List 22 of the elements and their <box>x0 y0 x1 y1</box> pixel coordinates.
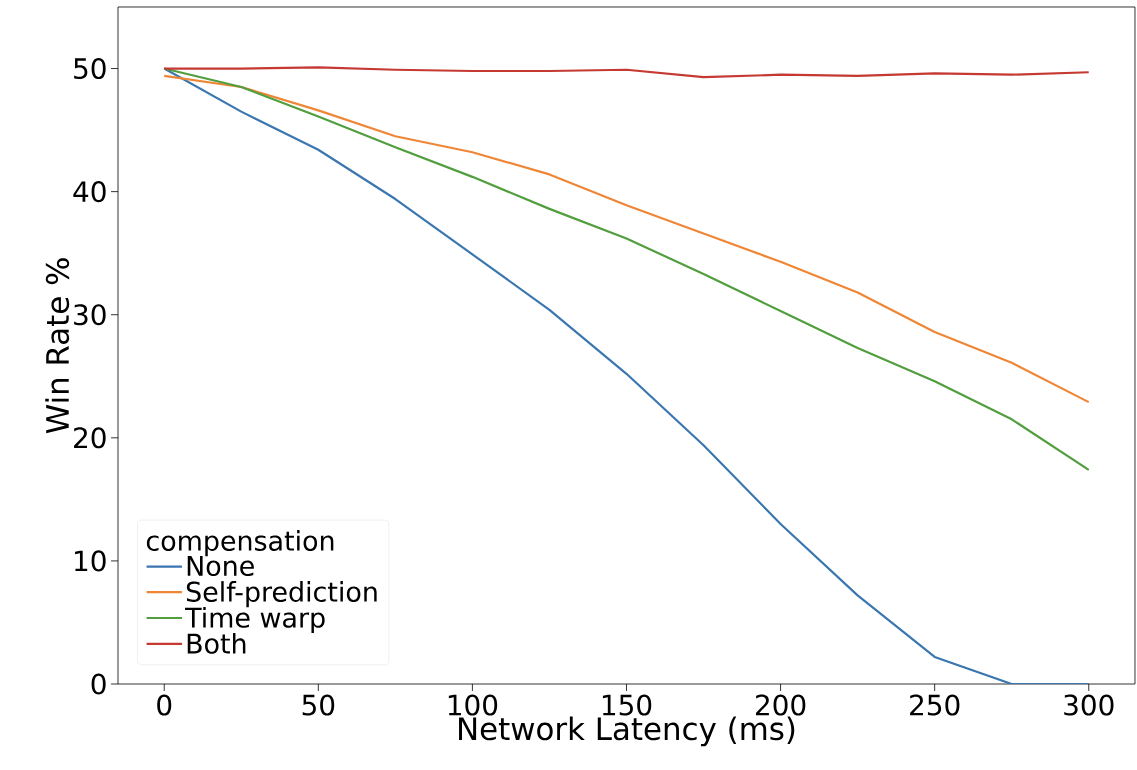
legend-label: Time warp <box>185 607 325 634</box>
line-series <box>163 66 1090 79</box>
x-tick-label: 300 <box>1064 694 1114 716</box>
legend-title: compensation <box>146 530 334 557</box>
y-axis-title: Win Rate % <box>45 258 70 434</box>
x-tick-label: 250 <box>910 694 960 716</box>
x-tick-label: 0 <box>157 694 172 716</box>
line-series <box>163 74 1090 404</box>
y-tick-label: 20 <box>74 427 106 449</box>
x-tick-label: 150 <box>602 694 652 716</box>
x-axis-title: Network Latency (ms) <box>459 716 795 747</box>
x-tick-label: 50 <box>302 694 335 716</box>
y-tick-label: 30 <box>74 304 106 326</box>
y-tick-label: 50 <box>74 57 106 80</box>
y-tick-label: 10 <box>75 550 106 572</box>
legend-label: None <box>187 556 254 577</box>
y-tick-label: 0 <box>91 673 106 695</box>
legend-label: Self-prediction <box>186 581 377 608</box>
x-tick-label: 100 <box>448 694 498 716</box>
legend-label: Both <box>187 632 246 654</box>
x-tick-label: 200 <box>756 694 806 716</box>
y-tick-label: 40 <box>73 181 106 203</box>
